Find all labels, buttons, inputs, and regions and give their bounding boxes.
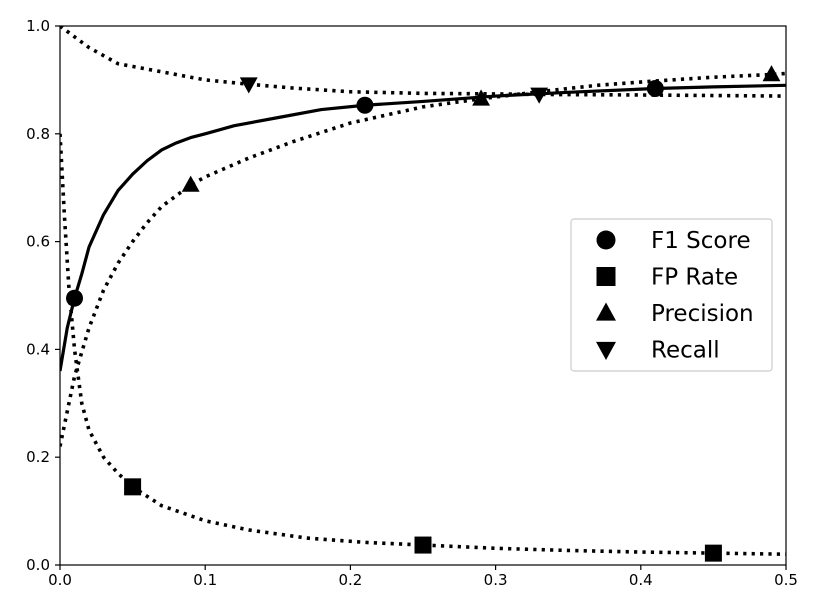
legend-marker-f1-score [596, 230, 616, 250]
data-point-f1-score [66, 289, 84, 307]
y-tick-label: 0.0 [26, 556, 50, 574]
series-line-precision [60, 71, 786, 447]
legend-marker-precision [596, 302, 616, 321]
x-tick-label: 0.5 [774, 571, 798, 589]
y-tick-label: 0.2 [26, 448, 50, 466]
y-tick-label: 0.4 [26, 340, 50, 358]
data-point-precision [181, 175, 200, 192]
legend-marker-recall [596, 341, 616, 360]
data-point-fp-rate [704, 544, 722, 562]
plot-frame [59, 25, 787, 566]
data-point-f1-score [356, 96, 374, 114]
x-tick-label: 0.1 [193, 571, 217, 589]
legend-label-fp-rate: FP Rate [651, 265, 738, 291]
y-tick-label: 1.0 [26, 17, 50, 35]
legend-marker-fp-rate [596, 267, 616, 286]
y-axis: 0.0 0.2 0.4 0.6 0.8 1.0 [26, 17, 60, 574]
x-tick-label: 0.3 [484, 571, 508, 589]
data-point-recall [530, 87, 549, 104]
data-point-precision [762, 65, 781, 82]
y-tick-label: 0.8 [26, 125, 50, 143]
legend: F1 Score FP Rate Precision Recall [570, 218, 773, 372]
data-point-f1-score [646, 80, 664, 98]
data-point-precision [472, 89, 491, 106]
marker-layer [66, 65, 781, 562]
legend-box [570, 218, 773, 372]
data-point-recall [239, 77, 258, 94]
x-tick-label: 0.2 [338, 571, 362, 589]
legend-label-f1-score: F1 Score [651, 228, 751, 254]
legend-label-precision: Precision [651, 301, 754, 327]
x-tick-label: 0.0 [48, 571, 72, 589]
x-axis: 0.0 0.1 0.2 0.3 0.4 0.5 [48, 565, 798, 589]
legend-label-recall: Recall [651, 338, 720, 364]
series-line-recall [60, 26, 786, 98]
data-point-fp-rate [124, 478, 142, 496]
x-tick-label: 0.4 [629, 571, 653, 589]
y-tick-label: 0.6 [26, 233, 50, 251]
data-point-fp-rate [414, 536, 432, 554]
